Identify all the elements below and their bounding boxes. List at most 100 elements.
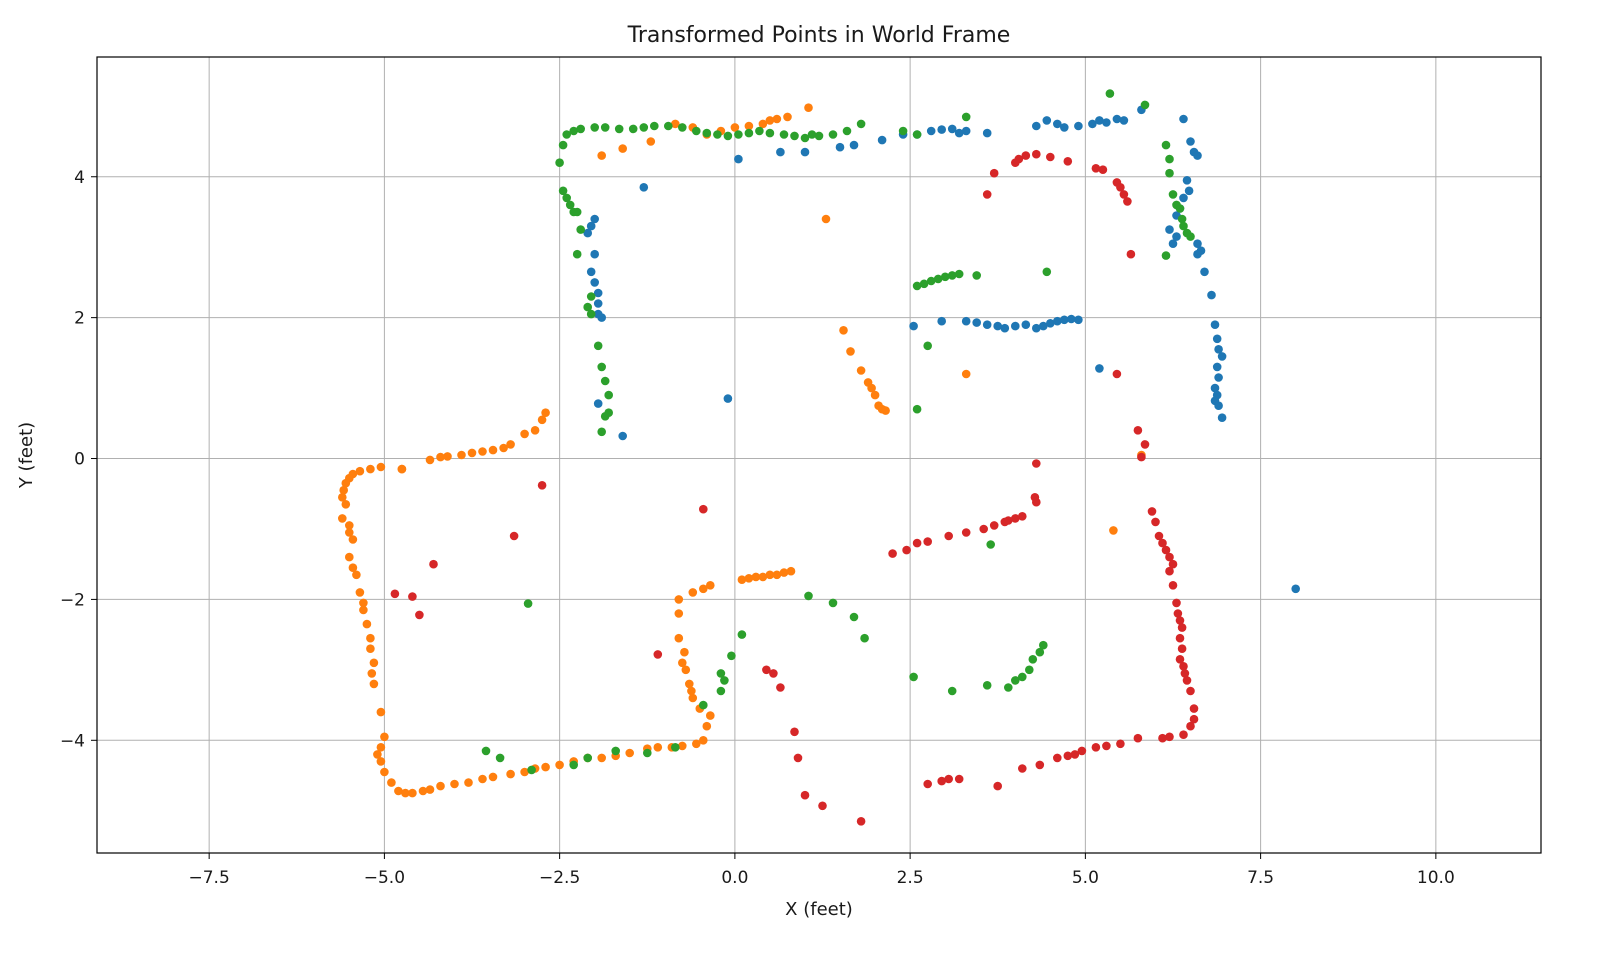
data-point (506, 440, 515, 449)
data-points (338, 89, 1300, 826)
data-point (467, 448, 477, 458)
data-point (737, 630, 747, 639)
data-point (646, 137, 656, 146)
data-point (593, 288, 603, 298)
data-point (954, 269, 964, 279)
data-point (681, 665, 691, 675)
data-point (1217, 413, 1227, 423)
data-point (586, 221, 596, 231)
y-tick-label: 2 (74, 309, 85, 329)
data-point (600, 123, 610, 132)
data-point (699, 736, 708, 745)
data-point (954, 128, 964, 138)
data-point (1165, 225, 1174, 234)
data-point (730, 123, 740, 132)
data-point (1186, 137, 1195, 146)
data-point (380, 767, 389, 777)
data-point (734, 130, 743, 139)
data-point (678, 658, 687, 668)
data-point (569, 126, 578, 136)
data-point (933, 274, 943, 284)
chart-title: Transformed Points in World Frame (627, 23, 1011, 48)
data-point (1091, 164, 1101, 173)
data-point (569, 760, 578, 770)
data-point (688, 588, 698, 597)
data-point (699, 700, 708, 710)
data-point (387, 778, 396, 787)
data-point (1088, 119, 1097, 129)
data-point (628, 124, 638, 134)
data-point (737, 575, 747, 584)
data-point (680, 647, 689, 657)
data-point (940, 272, 950, 282)
data-point (779, 130, 789, 139)
data-point (1032, 459, 1041, 468)
data-point (989, 168, 999, 178)
data-point (562, 130, 571, 139)
data-point (348, 563, 358, 572)
data-point (1291, 584, 1300, 594)
data-point (1177, 214, 1187, 224)
data-point (611, 746, 620, 756)
data-point (818, 801, 827, 811)
data-point (1137, 452, 1146, 462)
data-point (744, 121, 754, 131)
data-point (800, 133, 810, 143)
data-point (1091, 743, 1101, 752)
x-axis-title: X (feet) (785, 899, 853, 920)
data-point (415, 610, 424, 620)
data-point (961, 369, 971, 379)
data-point (369, 679, 379, 689)
data-point (699, 504, 708, 514)
data-point (692, 739, 701, 749)
data-point (1133, 733, 1143, 743)
data-point (1165, 168, 1174, 178)
data-point (751, 572, 761, 582)
data-point (1053, 119, 1062, 129)
data-point (597, 427, 606, 437)
data-point (849, 140, 859, 150)
data-point (1165, 552, 1174, 562)
data-point (1119, 116, 1129, 125)
data-point (1212, 334, 1222, 344)
data-point (800, 790, 810, 800)
data-point (923, 537, 932, 546)
data-point (394, 786, 403, 796)
data-point (457, 450, 466, 460)
data-point (1147, 507, 1157, 516)
data-point (674, 609, 684, 618)
data-point (786, 566, 796, 576)
data-point (912, 538, 922, 548)
data-point (537, 415, 547, 425)
data-point (425, 785, 435, 794)
x-tick-label: 5.0 (1072, 868, 1099, 888)
data-point (590, 249, 599, 259)
data-point (597, 362, 606, 372)
data-point (1179, 193, 1188, 203)
data-point (954, 774, 964, 784)
data-point (779, 568, 789, 577)
data-point (776, 147, 785, 157)
data-point (618, 144, 627, 153)
data-point (881, 406, 890, 415)
data-point (408, 592, 417, 601)
data-point (807, 130, 817, 139)
data-point (345, 552, 354, 562)
data-point (1182, 176, 1192, 185)
data-point (369, 658, 379, 668)
data-point (478, 774, 487, 784)
data-point (1025, 665, 1034, 675)
data-point (1112, 114, 1122, 124)
data-point (1161, 545, 1171, 555)
data-point (888, 549, 897, 558)
data-point (926, 126, 936, 136)
data-point (1179, 730, 1188, 739)
data-point (376, 462, 386, 472)
x-tick-label: −7.5 (189, 868, 230, 888)
data-point (614, 124, 624, 134)
data-point (1210, 383, 1220, 393)
x-tick-label: 2.5 (897, 868, 924, 888)
data-point (1200, 267, 1209, 277)
data-point (506, 769, 515, 779)
data-point (583, 753, 592, 763)
